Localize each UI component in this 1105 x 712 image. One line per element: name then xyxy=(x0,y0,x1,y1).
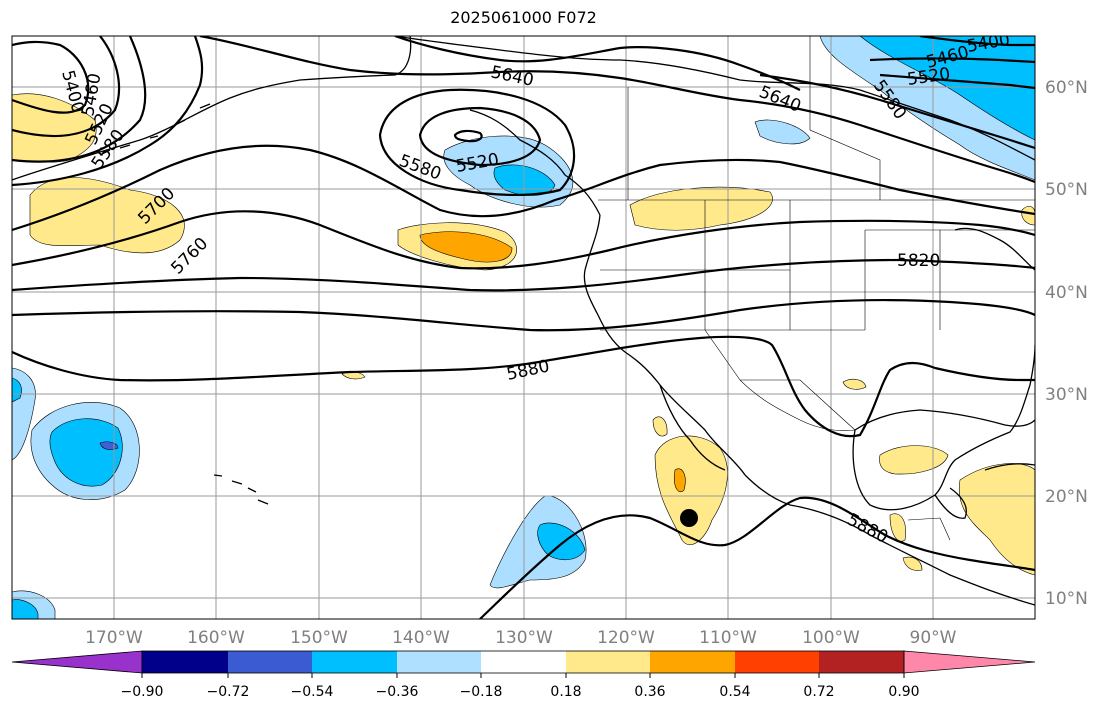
coastline-gulf xyxy=(852,344,1035,511)
height-contours xyxy=(12,36,1035,619)
anomaly-positive-eastpac-core xyxy=(419,231,513,263)
coastline-hawaii xyxy=(213,474,269,505)
contour-5580-ne xyxy=(759,73,1035,150)
colorbar-label: 0.90 xyxy=(888,684,919,700)
contour-5520-west xyxy=(12,36,147,163)
anomaly-positive-small-2 xyxy=(842,378,867,390)
colorbar-bin xyxy=(819,651,904,673)
coastline-alaska xyxy=(12,36,412,181)
coastline-alaska-north xyxy=(394,36,621,61)
colorbar-label: 0.54 xyxy=(719,684,750,700)
colorbar-ticks xyxy=(141,673,905,678)
colorbar-label: −0.90 xyxy=(121,684,164,700)
contour-5820 xyxy=(12,258,1035,292)
anomaly-positive-baja-core xyxy=(674,468,686,493)
contour-5520-low xyxy=(418,106,542,167)
coastline-baja xyxy=(659,384,726,471)
lat-label-30n: 30°N xyxy=(1045,385,1088,405)
anomaly-positive-small-3 xyxy=(652,416,668,437)
coastline-great-lakes xyxy=(954,227,1035,271)
lon-label-140w: 140°W xyxy=(392,628,450,648)
contour-5640-main xyxy=(199,36,1035,184)
anomaly-negative-canada-ne-core xyxy=(859,36,1035,141)
storm-location-marker xyxy=(680,509,698,527)
colorbar-bin xyxy=(481,651,566,673)
colorbar-bin xyxy=(650,651,735,673)
colorbar-label: 0.72 xyxy=(803,684,834,700)
map-title: 2025061000 F072 xyxy=(450,8,597,27)
map-frame xyxy=(11,35,1036,620)
lat-label-50n: 50°N xyxy=(1045,180,1088,200)
contour-5580-west xyxy=(12,36,204,187)
contour-5880-main xyxy=(12,335,1035,438)
contour-5460-ne xyxy=(869,57,1035,64)
lat-label-40n: 40°N xyxy=(1045,283,1088,303)
anomaly-positive-small-5 xyxy=(1021,206,1035,226)
contour-5460-west xyxy=(12,36,121,138)
colorbar-extend-left xyxy=(11,650,143,674)
anomaly-negative-eastpac-south-core xyxy=(537,522,586,560)
contour-label-5820: 5820 xyxy=(897,251,940,271)
lon-label-110w: 110°W xyxy=(699,628,757,648)
anomaly-positive-baja xyxy=(654,435,728,546)
longitude-labels: 170°W 160°W 150°W 140°W 130°W 120°W 110°… xyxy=(85,628,957,648)
contour-5640-north xyxy=(394,36,801,91)
contour-5700-east xyxy=(779,160,1035,216)
anomaly-negative-canada-small xyxy=(754,119,811,145)
lon-label-150w: 150°W xyxy=(290,628,348,648)
anomaly-negative-sw-corner-core xyxy=(12,599,39,619)
lat-label-10n: 10°N xyxy=(1045,589,1088,609)
colorbar-label: 0.36 xyxy=(634,684,665,700)
anomaly-positive-centam xyxy=(889,513,906,542)
contour-5840 xyxy=(12,298,1035,332)
anomaly-negative-westedge-core xyxy=(12,377,22,403)
coastline-aleutians xyxy=(99,103,211,156)
anomaly-negative-midpac-core xyxy=(49,418,123,487)
contour-5520-ne xyxy=(879,73,1035,90)
colorbar-bin xyxy=(566,651,650,673)
contour-5400-west xyxy=(12,40,90,114)
lon-label-90w: 90°W xyxy=(910,628,957,648)
colorbar-label: 0.18 xyxy=(550,684,581,700)
latitude-labels: 60°N 50°N 40°N 30°N 20°N 10°N xyxy=(1045,78,1088,609)
colorbar: −0.90 −0.72 −0.54 −0.36 −0.18 0.18 0.36 … xyxy=(11,650,1036,700)
lat-label-60n: 60°N xyxy=(1045,78,1088,98)
map-area: 5400 5460 5520 5580 5640 5700 5760 5580 … xyxy=(12,36,1035,619)
lat-label-20n: 20°N xyxy=(1045,487,1088,507)
contour-5580-low xyxy=(378,88,576,197)
colorbar-bin xyxy=(397,651,481,673)
coastline-texas xyxy=(854,409,1035,431)
contour-5880-south xyxy=(479,496,1035,619)
graticule xyxy=(12,36,1035,619)
contour-5760 xyxy=(12,210,1035,270)
anomaly-fills xyxy=(12,36,1035,619)
anomaly-positive-small-4 xyxy=(902,556,923,571)
coastline-yucatan xyxy=(934,487,967,519)
colorbar-extend-right xyxy=(903,650,1036,674)
colorbar-bin xyxy=(142,651,228,673)
lon-label-120w: 120°W xyxy=(597,628,655,648)
lon-label-170w: 170°W xyxy=(85,628,143,648)
coastline-cuba xyxy=(984,463,1035,471)
lon-label-100w: 100°W xyxy=(802,628,860,648)
anomaly-negative-eastpac-south xyxy=(489,495,587,589)
colorbar-bin xyxy=(735,651,819,673)
contour-5700 xyxy=(12,144,781,232)
lon-label-160w: 160°W xyxy=(187,628,245,648)
colorbar-label: −0.18 xyxy=(460,684,503,700)
lon-label-130w: 130°W xyxy=(495,628,553,648)
contour-labels: 5400 5460 5520 5580 5640 5700 5760 5580 … xyxy=(57,36,1011,548)
coastline-mexico-pacific xyxy=(744,474,1035,606)
colorbar-label: −0.36 xyxy=(376,684,419,700)
contour-5400-ne xyxy=(919,36,1035,47)
colorbar-frame xyxy=(141,650,905,674)
coastline-west-north-america xyxy=(583,214,746,476)
contour-5460-low xyxy=(453,129,483,143)
colorbar-bin xyxy=(228,651,312,673)
anomaly-positive-nwus xyxy=(629,186,773,231)
colorbar-label: −0.72 xyxy=(207,684,250,700)
colorbar-label: −0.54 xyxy=(291,684,334,700)
colorbar-bin xyxy=(312,651,397,673)
